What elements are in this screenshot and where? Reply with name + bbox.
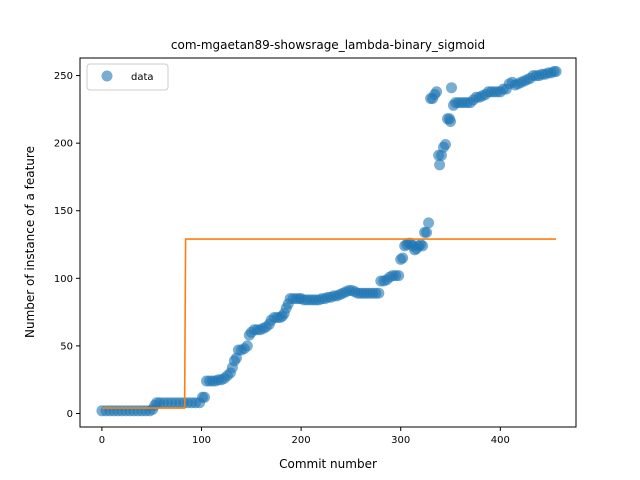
x-tick-label: 300 <box>391 435 410 446</box>
data-point <box>373 287 385 299</box>
data-point <box>241 340 253 352</box>
data-point <box>550 66 562 77</box>
data-point <box>421 226 433 238</box>
plot-frame <box>79 57 577 428</box>
x-tick-label: 200 <box>292 435 311 446</box>
y-tick-label: 50 <box>60 341 73 352</box>
data-point <box>397 252 409 264</box>
data-point <box>423 217 435 229</box>
data-point <box>417 240 429 252</box>
x-tick-label: 400 <box>491 435 510 446</box>
data-point <box>434 159 446 171</box>
data-point <box>445 116 456 127</box>
y-axis-label: Number of instance of a feature <box>23 146 37 338</box>
legend-marker-data <box>101 70 113 82</box>
legend-box <box>86 63 169 91</box>
fit-line-layer <box>101 238 557 409</box>
plot-area <box>80 58 576 427</box>
x-tick-label: 100 <box>192 435 211 446</box>
x-tick-label: 0 <box>99 435 105 446</box>
data-point <box>393 270 405 282</box>
legend: data <box>86 63 169 91</box>
data-point <box>199 391 210 403</box>
fit-line <box>101 238 557 409</box>
y-tick-label: 150 <box>54 206 73 217</box>
data-point <box>446 82 457 94</box>
y-tick-label: 200 <box>54 139 73 150</box>
x-axis: 0 100 200 300 400 <box>99 427 510 446</box>
y-tick-label: 250 <box>54 71 73 82</box>
data-point <box>440 139 451 150</box>
y-tick-label: 100 <box>54 274 73 285</box>
data-points-layer <box>96 66 562 417</box>
x-axis-label: Commit number <box>279 457 377 471</box>
legend-label-data: data <box>131 72 154 83</box>
data-point <box>431 86 443 98</box>
chart-title: com-mgaetan89-showsrage_lambda-binary_si… <box>171 38 485 52</box>
y-tick-label: 0 <box>67 409 73 420</box>
y-axis: 0 50 100 150 200 250 <box>54 71 80 420</box>
